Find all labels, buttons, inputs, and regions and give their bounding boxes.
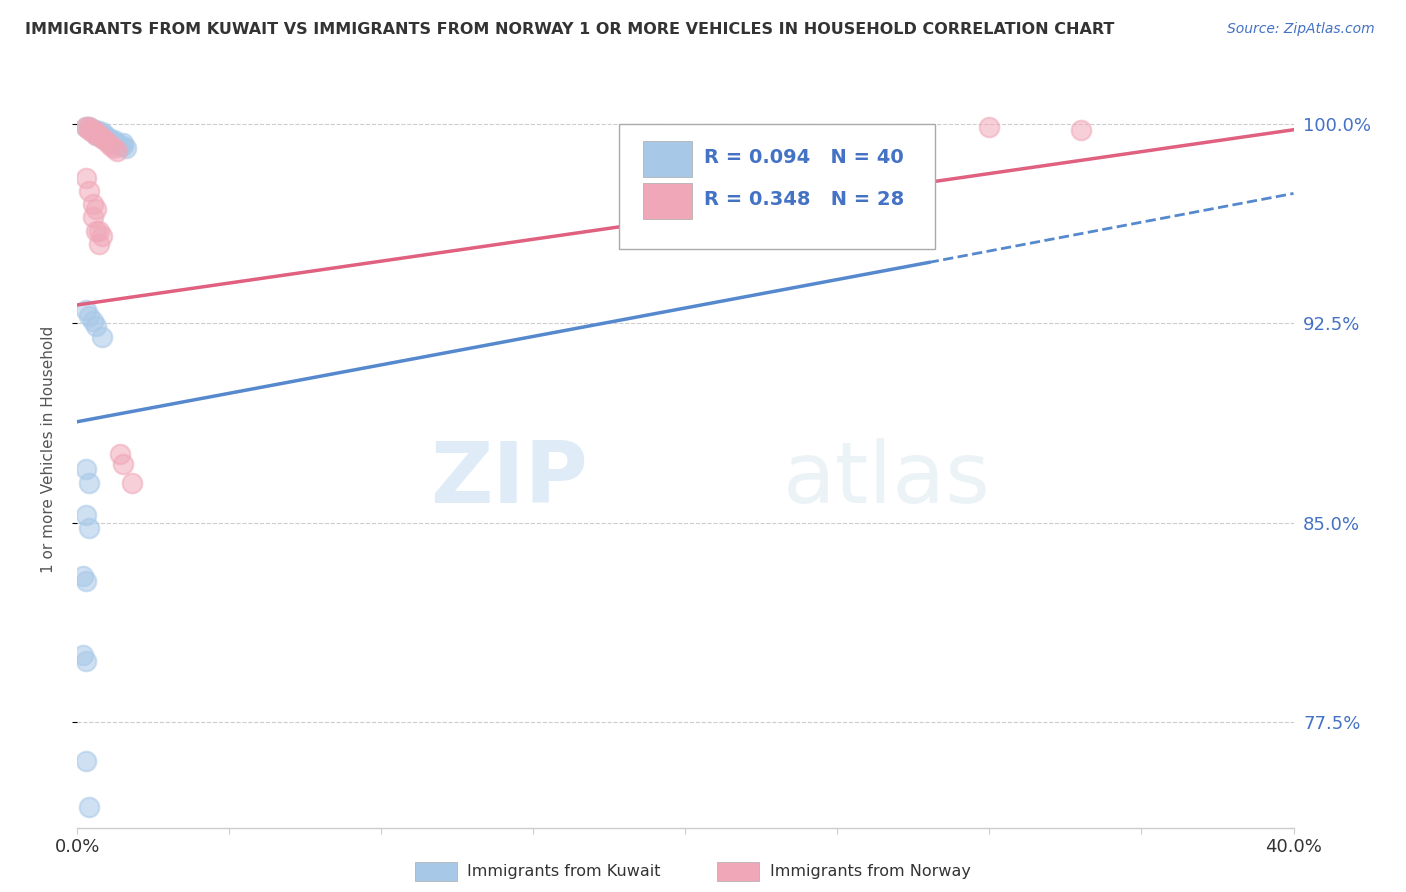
Point — [111, 136, 134, 150]
Point — [87, 224, 110, 238]
Text: IMMIGRANTS FROM KUWAIT VS IMMIGRANTS FROM NORWAY 1 OR MORE VEHICLES IN HOUSEHOLD: IMMIGRANTS FROM KUWAIT VS IMMIGRANTS FRO… — [25, 22, 1115, 37]
Text: Immigrants from Norway: Immigrants from Norway — [770, 864, 972, 879]
Point — [75, 755, 97, 769]
Point — [1070, 122, 1092, 136]
Point — [75, 120, 97, 134]
Text: R = 0.348   N = 28: R = 0.348 N = 28 — [703, 190, 904, 209]
FancyBboxPatch shape — [619, 124, 935, 249]
Text: Source: ZipAtlas.com: Source: ZipAtlas.com — [1227, 22, 1375, 37]
Bar — [643, 141, 692, 178]
Point — [93, 128, 115, 142]
Point — [100, 136, 122, 150]
Point — [79, 521, 101, 535]
Point — [79, 309, 101, 323]
Point — [90, 130, 112, 145]
Point — [90, 125, 112, 139]
Bar — [643, 183, 692, 219]
Point — [82, 122, 104, 136]
Point — [79, 799, 101, 814]
Point — [84, 125, 107, 139]
Point — [97, 133, 120, 147]
Point — [97, 136, 120, 150]
Point — [75, 654, 97, 668]
Point — [93, 130, 115, 145]
Point — [79, 120, 101, 134]
Point — [87, 128, 110, 142]
Point — [84, 202, 107, 217]
Point — [90, 228, 112, 243]
Point — [100, 138, 122, 153]
Point — [82, 314, 104, 328]
Point — [87, 236, 110, 251]
Point — [979, 120, 1001, 134]
Point — [79, 120, 101, 134]
Text: R = 0.094   N = 40: R = 0.094 N = 40 — [703, 148, 904, 167]
Point — [79, 184, 101, 198]
Point — [111, 457, 134, 471]
Point — [90, 130, 112, 145]
Point — [75, 303, 97, 318]
Point — [84, 319, 107, 334]
Point — [72, 648, 94, 663]
Text: ZIP: ZIP — [430, 438, 588, 521]
Point — [84, 224, 107, 238]
Point — [75, 574, 97, 588]
Point — [82, 125, 104, 139]
Point — [115, 141, 138, 155]
Text: atlas: atlas — [783, 438, 991, 521]
Point — [90, 330, 112, 344]
Point — [82, 122, 104, 136]
Point — [72, 568, 94, 582]
Point — [84, 128, 107, 142]
Text: Immigrants from Kuwait: Immigrants from Kuwait — [467, 864, 661, 879]
Point — [79, 122, 101, 136]
Point — [82, 125, 104, 139]
Point — [105, 136, 128, 150]
Point — [90, 128, 112, 142]
Point — [103, 133, 125, 147]
Point — [108, 446, 131, 460]
Point — [75, 120, 97, 134]
Point — [111, 138, 134, 153]
Y-axis label: 1 or more Vehicles in Household: 1 or more Vehicles in Household — [42, 326, 56, 574]
Point — [93, 133, 115, 147]
Point — [84, 128, 107, 142]
Point — [103, 136, 125, 150]
Point — [105, 144, 128, 158]
Point — [79, 475, 101, 490]
Point — [84, 125, 107, 139]
Point — [87, 125, 110, 139]
Point — [121, 475, 143, 490]
Point — [75, 462, 97, 476]
Point — [87, 128, 110, 142]
Point — [108, 138, 131, 153]
Point — [75, 508, 97, 522]
Point — [100, 133, 122, 147]
Point — [103, 141, 125, 155]
Point — [75, 170, 97, 185]
Point — [82, 197, 104, 211]
Point — [97, 130, 120, 145]
Point — [82, 211, 104, 225]
Point — [84, 122, 107, 136]
